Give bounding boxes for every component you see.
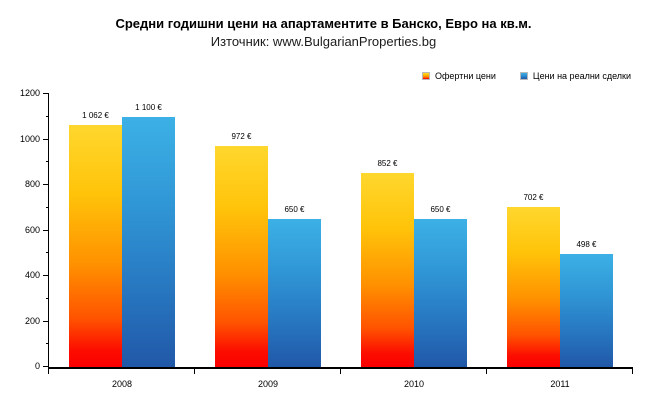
legend-swatch-orange bbox=[422, 72, 431, 80]
y-axis-tick bbox=[43, 366, 49, 367]
x-axis-tick bbox=[486, 369, 487, 374]
y-axis-tick-label: 200 bbox=[24, 315, 40, 326]
x-axis-tick bbox=[340, 369, 341, 374]
x-axis-category-label: 2011 bbox=[550, 379, 570, 389]
x-axis-tick bbox=[48, 369, 49, 374]
x-axis-tick bbox=[632, 369, 633, 374]
bar-pair: 852 € 650 € bbox=[361, 94, 467, 367]
x-axis-category-label: 2009 bbox=[257, 379, 279, 389]
bar-value-label: 650 € bbox=[430, 205, 451, 215]
y-axis-tick-label: 0 bbox=[34, 361, 40, 372]
bar-value-label: 1 062 € bbox=[82, 111, 109, 121]
legend-item-offer-prices: Офертни цени bbox=[422, 71, 496, 81]
offer-price-bar: 1 062 € bbox=[69, 94, 122, 367]
real-deal-price-bar: 1 100 € bbox=[122, 94, 175, 367]
bar-pair: 972 € 650 € bbox=[215, 94, 321, 367]
chart-subtitle: Източник: www.BulgarianProperties.bg bbox=[210, 34, 437, 49]
bar-value-label: 650 € bbox=[284, 205, 305, 215]
legend-label-real-deal-prices: Цени на реални сделки bbox=[532, 71, 631, 81]
bar-value-label: 498 € bbox=[576, 239, 597, 249]
y-axis-tick-label: 600 bbox=[24, 224, 40, 235]
real-deal-price-bar: 650 € bbox=[414, 94, 467, 367]
plot-groups: 1 062 € 1 100 € 2008 972 € 650 € 2009 852 € 650… bbox=[49, 94, 633, 389]
bar-value-label: 702 € bbox=[523, 193, 544, 203]
y-axis-tick bbox=[46, 343, 49, 345]
y-axis-tick bbox=[46, 115, 49, 117]
bar-rect bbox=[560, 253, 613, 367]
bar-rect bbox=[361, 173, 414, 367]
legend-swatch-blue bbox=[519, 72, 528, 80]
y-axis-tick bbox=[46, 252, 49, 254]
bar-rect bbox=[507, 207, 560, 367]
bar-pair: 702 € 498 € bbox=[507, 94, 613, 367]
y-axis-tick-label: 1200 bbox=[19, 88, 40, 99]
real-deal-price-bar: 498 € bbox=[560, 94, 613, 367]
y-axis-tick bbox=[43, 184, 49, 185]
real-deal-price-bar: 650 € bbox=[268, 94, 321, 367]
y-axis-tick bbox=[46, 161, 49, 163]
bar-rect bbox=[122, 116, 175, 367]
category-group: 852 € 650 € 2010 bbox=[341, 94, 487, 389]
y-axis-tick bbox=[43, 229, 49, 231]
offer-price-bar: 702 € bbox=[507, 94, 560, 367]
bar-value-label: 852 € bbox=[377, 159, 398, 169]
bar-value-label: 1 100 € bbox=[135, 102, 162, 112]
y-axis-ticks: 0 200 400 600 800 1000 1200 bbox=[20, 89, 633, 371]
bar-rect bbox=[69, 125, 122, 367]
y-axis-tick-label: 1000 bbox=[19, 133, 40, 144]
bar-pair: 1 062 € 1 100 € bbox=[69, 94, 175, 367]
x-axis-tick bbox=[194, 369, 195, 374]
category-group: 972 € 650 € 2009 bbox=[195, 94, 341, 389]
bar-rect bbox=[414, 219, 467, 367]
legend: Офертни цени Цени на реални сделки bbox=[422, 71, 631, 81]
x-axis-category-label: 2010 bbox=[403, 379, 425, 389]
x-axis-category-label: 2008 bbox=[111, 379, 133, 389]
chart-title: Средни годишни цени на апартаментите в Б… bbox=[115, 16, 532, 31]
y-axis-tick bbox=[43, 275, 49, 276]
y-axis-tick bbox=[43, 320, 49, 322]
category-group: 702 € 498 € 2011 bbox=[487, 94, 633, 389]
offer-price-bar: 852 € bbox=[361, 94, 414, 367]
legend-item-real-deal-prices: Цени на реални сделки bbox=[519, 71, 631, 81]
bar-value-label: 972 € bbox=[231, 131, 252, 141]
y-axis-tick bbox=[43, 93, 49, 94]
legend-label-offer-prices: Офертни цени bbox=[435, 71, 496, 81]
y-axis-tick bbox=[46, 297, 49, 299]
bar-rect bbox=[268, 219, 321, 367]
y-axis-tick bbox=[43, 138, 49, 140]
y-axis-tick bbox=[46, 206, 49, 208]
offer-price-bar: 972 € bbox=[215, 94, 268, 367]
category-group: 1 062 € 1 100 € 2008 bbox=[49, 94, 195, 389]
y-axis-tick-label: 400 bbox=[24, 270, 40, 281]
plot-area: 0 200 400 600 800 1000 1200 1 062 € 1 100 € 2008… bbox=[20, 89, 633, 389]
bar-rect bbox=[215, 145, 268, 367]
y-axis-tick-label: 800 bbox=[24, 179, 40, 190]
